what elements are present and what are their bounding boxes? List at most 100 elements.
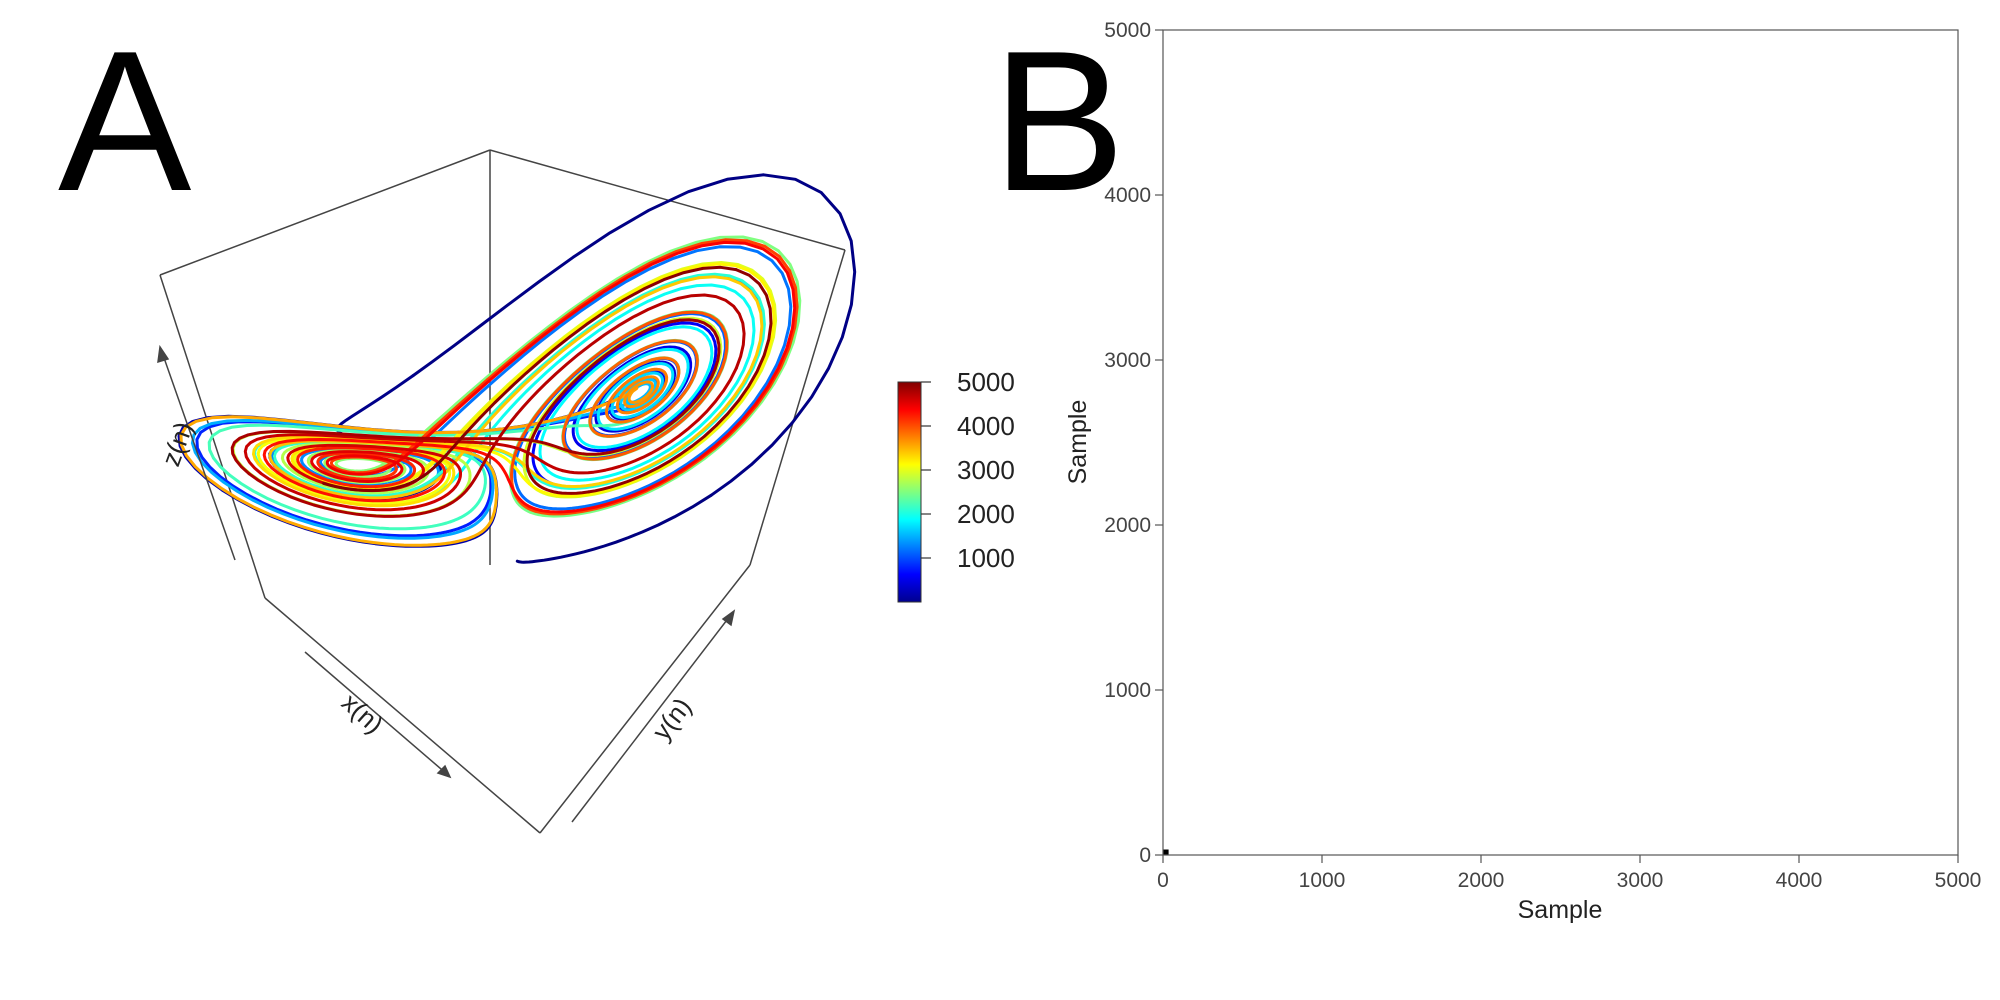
trajectory-segment: [486, 238, 799, 450]
trajectory-segment: [525, 453, 591, 495]
trajectory-segment: [323, 462, 388, 479]
trajectory-segment: [230, 429, 515, 476]
3d-box: [159, 149, 846, 834]
colorbar: [897, 381, 922, 603]
trajectory-segment: [513, 457, 547, 510]
trajectory-segment: [481, 466, 495, 519]
trajectory-segment: [439, 265, 738, 463]
trajectory-segment: [310, 452, 381, 483]
trajectory-segment: [296, 447, 377, 489]
trajectory-segment: [628, 377, 657, 392]
trajectory-segment: [382, 446, 462, 489]
trajectory-segment: [373, 457, 417, 489]
trajectory-segment: [528, 432, 735, 518]
trajectory-segment: [625, 348, 690, 429]
trajectory-segment: [574, 339, 699, 407]
trajectory-segment: [302, 476, 428, 495]
trajectory-segment: [395, 461, 456, 507]
trajectory-segment: [438, 442, 531, 486]
trajectory-segment: [377, 456, 404, 483]
trajectory-segment: [606, 311, 729, 460]
trajectory-segment: [575, 347, 675, 433]
trajectory-segment: [321, 446, 447, 475]
trajectory-segment: [605, 399, 652, 424]
trajectory-segment: [600, 329, 718, 452]
trajectory-segment: [640, 375, 660, 402]
trajectory-segment: [346, 527, 487, 547]
trajectory-segment: [466, 235, 802, 436]
trajectory-segment: [561, 403, 610, 461]
trajectory-segment: [515, 293, 746, 416]
trajectory-segment: [611, 387, 670, 420]
trajectory-segment: [608, 367, 669, 403]
trajectory-segment: [571, 383, 604, 453]
trajectory-segment: [424, 448, 472, 498]
trajectory-segment: [322, 459, 443, 492]
trajectory-segment: [353, 515, 485, 540]
trajectory-segment: [559, 337, 765, 490]
attractor-trajectory: [177, 173, 857, 564]
trajectory-segment: [625, 380, 654, 398]
trajectory-segment: [190, 418, 433, 536]
trajectory-segment: [640, 356, 681, 413]
colorbar-tick-label: 1000: [957, 543, 1015, 573]
trajectory-segment: [511, 437, 623, 456]
trajectory-segment: [557, 287, 797, 514]
trajectory-segment: [300, 459, 402, 487]
panel-b-label: B: [992, 10, 1126, 233]
trajectory-segment: [411, 173, 857, 497]
trajectory-segment: [319, 450, 425, 471]
trajectory-segment: [604, 275, 764, 484]
trajectory-segment: [543, 362, 779, 511]
trajectory-segment: [612, 362, 675, 390]
trajectory-segment: [515, 493, 713, 564]
trajectory-segment: [535, 321, 711, 439]
trajectory-segment: [610, 371, 656, 414]
trajectory-segment: [325, 454, 382, 472]
colorbar-tick-label: 2000: [957, 499, 1015, 529]
trajectory-segment: [243, 433, 447, 499]
trajectory-segment: [527, 460, 673, 498]
trajectory-segment: [272, 440, 372, 498]
trajectory-segment: [560, 366, 738, 475]
trajectory-segment: [620, 375, 669, 415]
trajectory-segment: [596, 386, 629, 431]
trajectory-segment: [575, 413, 677, 449]
trajectory-segment: [463, 479, 493, 528]
trajectory-segment: [587, 268, 773, 494]
trajectory-segment: [629, 384, 654, 404]
trajectory-segment: [449, 472, 487, 524]
trajectory-segment: [385, 441, 510, 481]
trajectory-segment: [307, 485, 457, 512]
panel-a-label: A: [58, 10, 192, 233]
trajectory-segment: [262, 438, 389, 499]
y-axis-label: y(n): [646, 692, 697, 746]
trajectory-segment: [286, 443, 386, 488]
trajectory-segment: [597, 345, 693, 393]
trajectory-segment: [247, 472, 452, 518]
trajectory-segment: [546, 415, 712, 482]
trajectory-segment: [315, 466, 452, 500]
trajectory-segment: [627, 386, 639, 404]
x-axis-label: x(n): [336, 687, 389, 739]
trajectory-segment: [340, 471, 447, 503]
colorbar-tick-label: 3000: [957, 455, 1015, 485]
trajectory-segment: [334, 456, 359, 473]
trajectory-segment: [179, 415, 461, 540]
trajectory-segment: [231, 484, 467, 538]
trajectory-segment: [620, 318, 721, 451]
trajectory-segment: [625, 389, 655, 406]
trajectory-segment: [483, 486, 498, 531]
trajectory-segment: [526, 318, 682, 457]
trajectory-segment: [615, 377, 644, 414]
trajectory-segment: [333, 444, 419, 476]
trajectory-segment: [600, 325, 714, 417]
trajectory-segment: [623, 394, 648, 409]
trajectory-segment: [506, 477, 561, 514]
colorbar-tick-label: 5000: [957, 367, 1015, 397]
trajectory-segment: [534, 283, 756, 419]
trajectory-segment: [561, 262, 776, 464]
trajectory-segment: [319, 465, 396, 481]
colorbar-tick-label: 4000: [957, 411, 1015, 441]
